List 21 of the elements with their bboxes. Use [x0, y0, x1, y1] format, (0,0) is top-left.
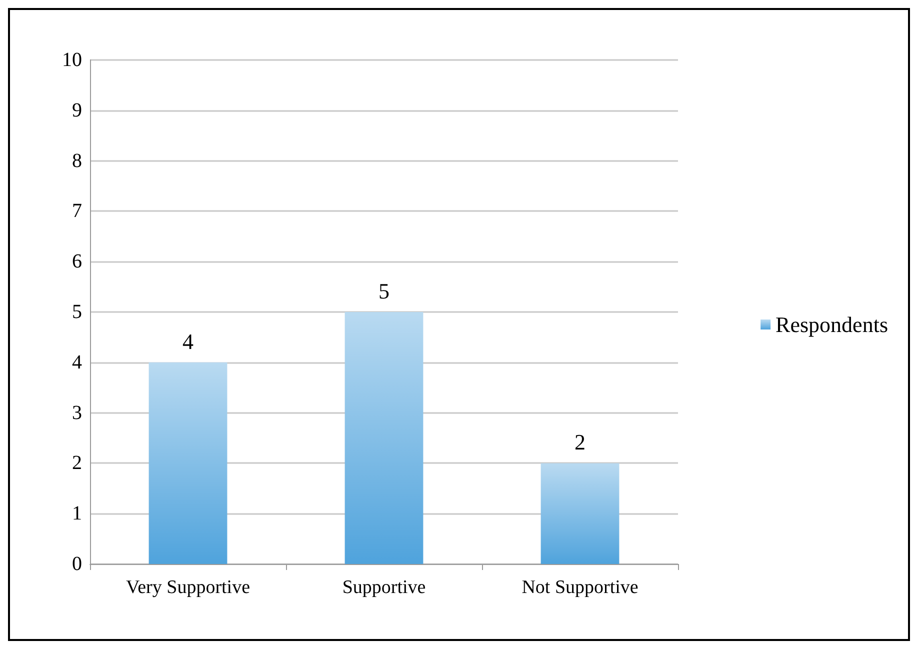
bar — [344, 312, 424, 564]
bar — [148, 362, 228, 564]
y-tick-label: 7 — [72, 200, 82, 222]
y-tick-label: 1 — [72, 502, 82, 525]
y-tick-label: 10 — [62, 49, 82, 71]
data-label: 5 — [378, 278, 390, 304]
x-tick-label: Very Supportive — [126, 577, 250, 598]
y-tick-label: 3 — [72, 402, 82, 424]
data-label: 2 — [574, 430, 586, 455]
legend-label: Respondents — [776, 312, 888, 337]
y-tick-label: 0 — [72, 553, 82, 575]
x-tick-label: Not Supportive — [522, 577, 638, 598]
y-tick-label: 9 — [72, 99, 82, 122]
data-label: 4 — [182, 328, 194, 354]
bar — [540, 463, 620, 564]
y-tick-label: 8 — [72, 150, 82, 172]
y-tick-label: 2 — [72, 452, 82, 474]
x-tick-label: Supportive — [342, 577, 426, 598]
y-tick-label: 4 — [72, 351, 82, 374]
y-tick-label: 5 — [72, 301, 82, 323]
y-tick-label: 6 — [72, 250, 82, 273]
